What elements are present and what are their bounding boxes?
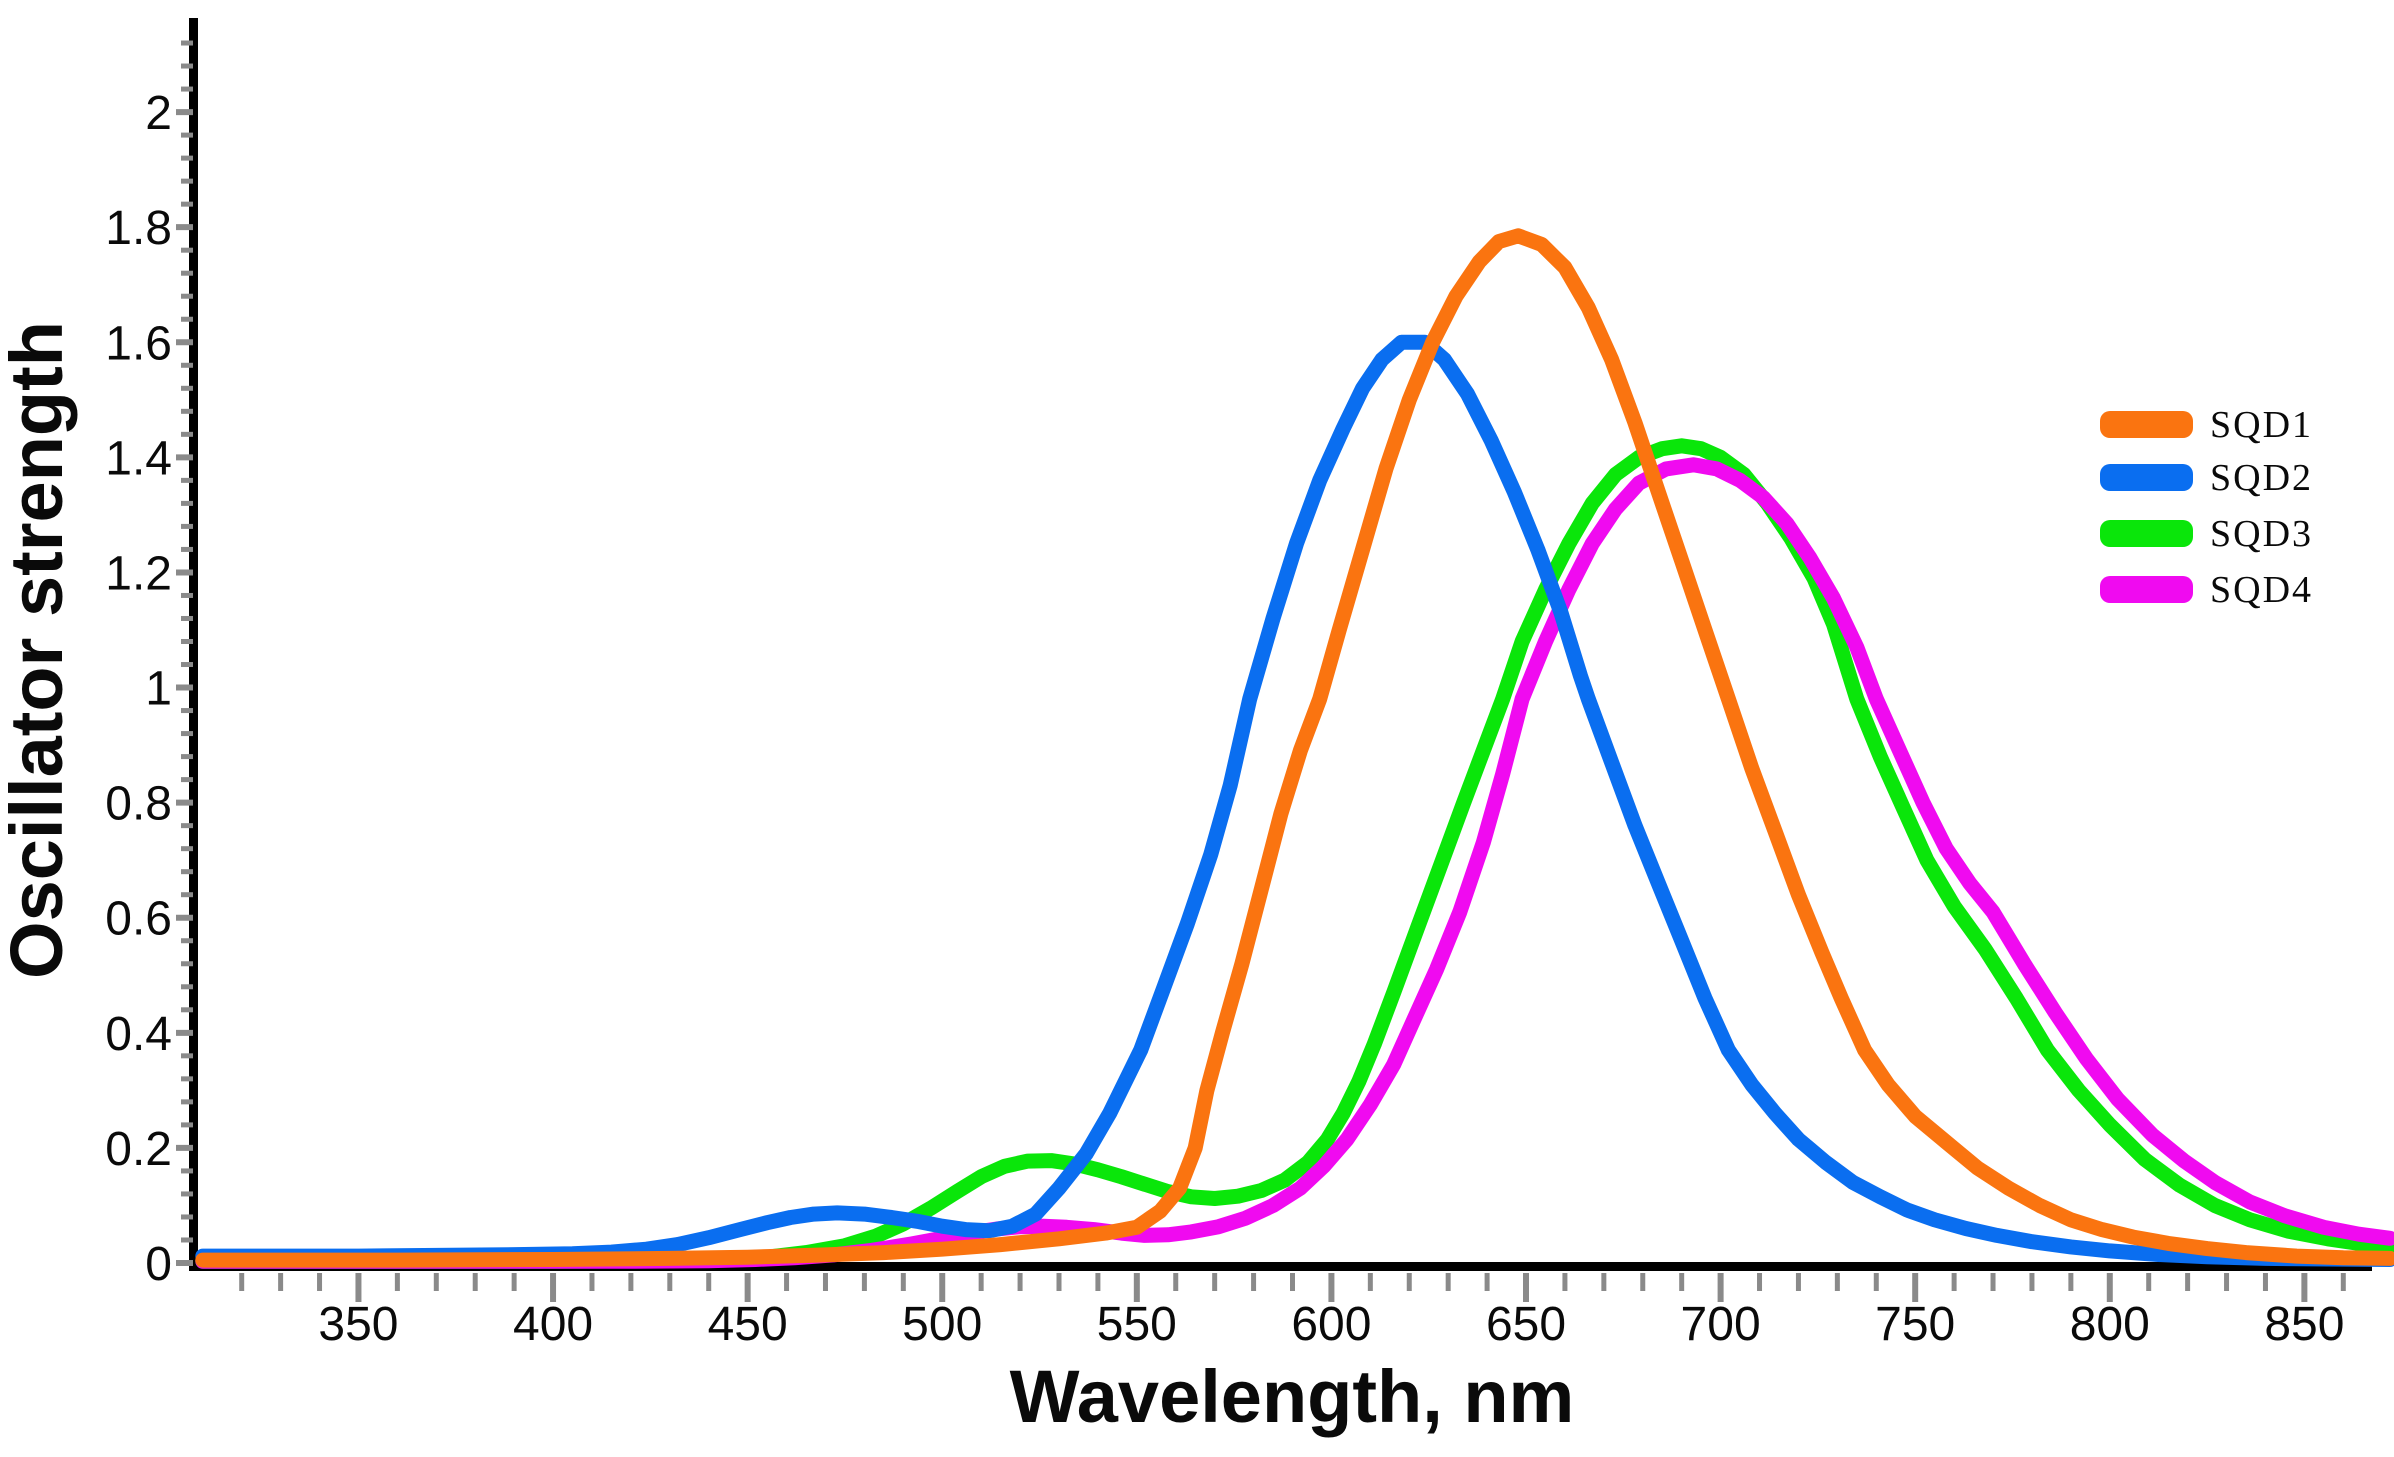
y-tick-label: 0.6 [105,893,172,946]
y-tick-label: 0.8 [105,778,172,831]
y-axis-line [189,18,198,1271]
y-tick-label: 2 [145,87,172,140]
y-axis-title: Oscillator strength [0,321,78,979]
curve-sqd1 [195,228,2394,1268]
x-tick-label: 700 [1681,1298,1761,1351]
y-tick-label: 1.4 [105,432,172,485]
y-tick-label: 1 [145,663,172,716]
legend-swatch-sqd2 [2100,464,2193,491]
x-tick-label: 850 [2264,1298,2344,1351]
x-tick-label: 650 [1486,1298,1566,1351]
legend-label-sqd4: SQD4 [2210,569,2313,611]
x-tick-label: 550 [1097,1298,1177,1351]
x-tick-label: 800 [2070,1298,2150,1351]
axis-tick-labels: 350 400 450 500 550 600 650 700 750 800 850 0 0.2 0.4… [105,87,2344,1351]
x-tick-label: 600 [1291,1298,1371,1351]
curves [195,228,2394,1269]
legend-label-sqd1: SQD1 [2210,404,2313,446]
y-tick-label: 0.4 [105,1008,172,1061]
curve-sqd4 [195,457,2394,1269]
axis-ticks [176,40,2346,1302]
y-tick-label: 1.8 [105,202,172,255]
curve-sqd3 [195,438,2394,1269]
y-tick-label: 1.6 [105,317,172,370]
x-tick-label: 400 [513,1298,593,1351]
y-tick-label: 0 [145,1238,172,1291]
legend-swatch-sqd3 [2100,520,2193,547]
legend-label-sqd2: SQD2 [2210,457,2313,499]
curve-sqd2 [195,334,2394,1267]
legend-swatch-sqd1 [2100,411,2193,438]
x-tick-label: 350 [318,1298,398,1351]
x-tick-label: 750 [1875,1298,1955,1351]
x-axis-title: Wavelength, nm [1010,1355,1575,1438]
legend-label-sqd3: SQD3 [2210,513,2313,555]
x-axis-line [189,1262,2372,1271]
x-tick-label: 450 [708,1298,788,1351]
legend-swatch-sqd4 [2100,576,2193,603]
legend: SQD1 SQD2 SQD3 SQD4 [2100,404,2313,611]
y-tick-label: 1.2 [105,547,172,600]
y-tick-label: 0.2 [105,1123,172,1176]
x-tick-label: 500 [902,1298,982,1351]
